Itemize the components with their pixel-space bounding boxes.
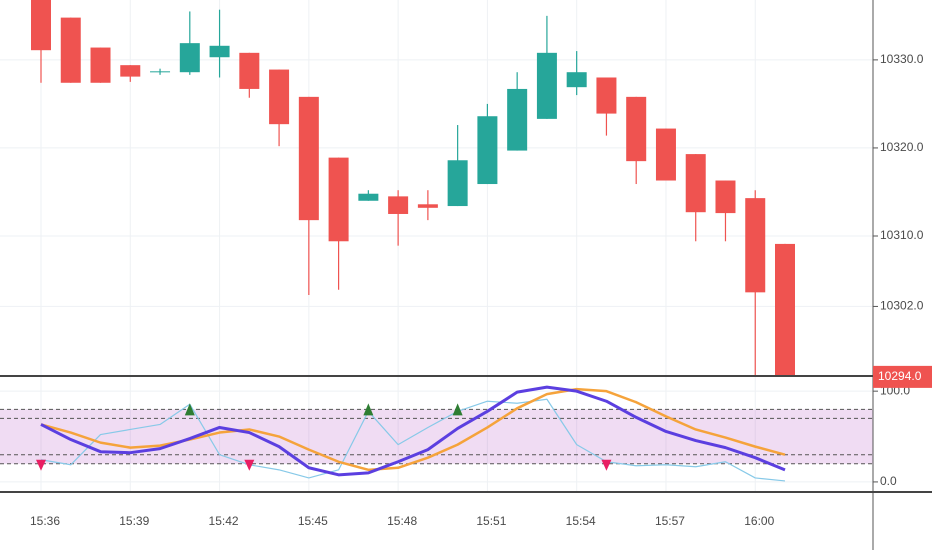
candle-body (477, 116, 498, 185)
candle-body (417, 204, 438, 208)
oscillator-pane (0, 385, 873, 482)
candle-body (566, 72, 587, 88)
buy-signal (184, 403, 195, 416)
oscillator-line (40, 385, 786, 477)
grid (0, 0, 873, 492)
x-tick-label: 16:00 (744, 514, 774, 528)
candle-body (685, 154, 706, 213)
candle-body (120, 65, 141, 77)
candle-body (31, 0, 51, 51)
y-tick-label: 10302.0 (880, 299, 924, 313)
y-tick-label: 10310.0 (880, 228, 924, 242)
candle-body (447, 160, 468, 207)
last-price-box (873, 365, 932, 388)
candle-body (715, 180, 736, 214)
candle-body (626, 96, 647, 162)
oscillator-line (40, 387, 786, 472)
y-tick-label: 0.0 (880, 474, 897, 488)
candle-body (388, 196, 409, 214)
y-tick-label: 10330.0 (880, 52, 924, 66)
sell-signal (601, 459, 612, 471)
candle-body (358, 193, 379, 201)
candle-body (596, 77, 617, 114)
candle-body (60, 17, 81, 83)
x-tick-label: 15:39 (119, 514, 149, 528)
candle-body (90, 47, 111, 83)
candle-body (209, 45, 230, 58)
candle-body (328, 157, 349, 242)
sell-signal (244, 459, 255, 471)
candle-body (150, 71, 171, 73)
buy-signal (452, 403, 463, 416)
candle-body (507, 88, 528, 151)
candle-body (179, 43, 200, 73)
x-tick-label: 15:36 (30, 514, 60, 528)
candle-body (745, 198, 766, 293)
candle-body (775, 243, 795, 376)
candle-body (269, 69, 290, 125)
oscillator-line (40, 398, 786, 482)
candle-body (298, 96, 319, 221)
candle-body (655, 128, 676, 181)
y-tick-label: 10320.0 (880, 140, 924, 154)
x-tick-label: 15:48 (387, 514, 417, 528)
x-tick-label: 15:45 (298, 514, 328, 528)
sell-signal (36, 459, 46, 471)
x-tick-label: 15:42 (209, 514, 239, 528)
band-fill (0, 409, 873, 464)
price-pane (31, 0, 795, 376)
x-tick-label: 15:54 (566, 514, 596, 528)
buy-signal (363, 403, 374, 416)
x-tick-label: 15:57 (655, 514, 685, 528)
candle-body (536, 52, 557, 119)
x-tick-label: 15:51 (476, 514, 506, 528)
last-price-label: 10294.0 (878, 369, 922, 383)
candle-body (239, 52, 260, 89)
